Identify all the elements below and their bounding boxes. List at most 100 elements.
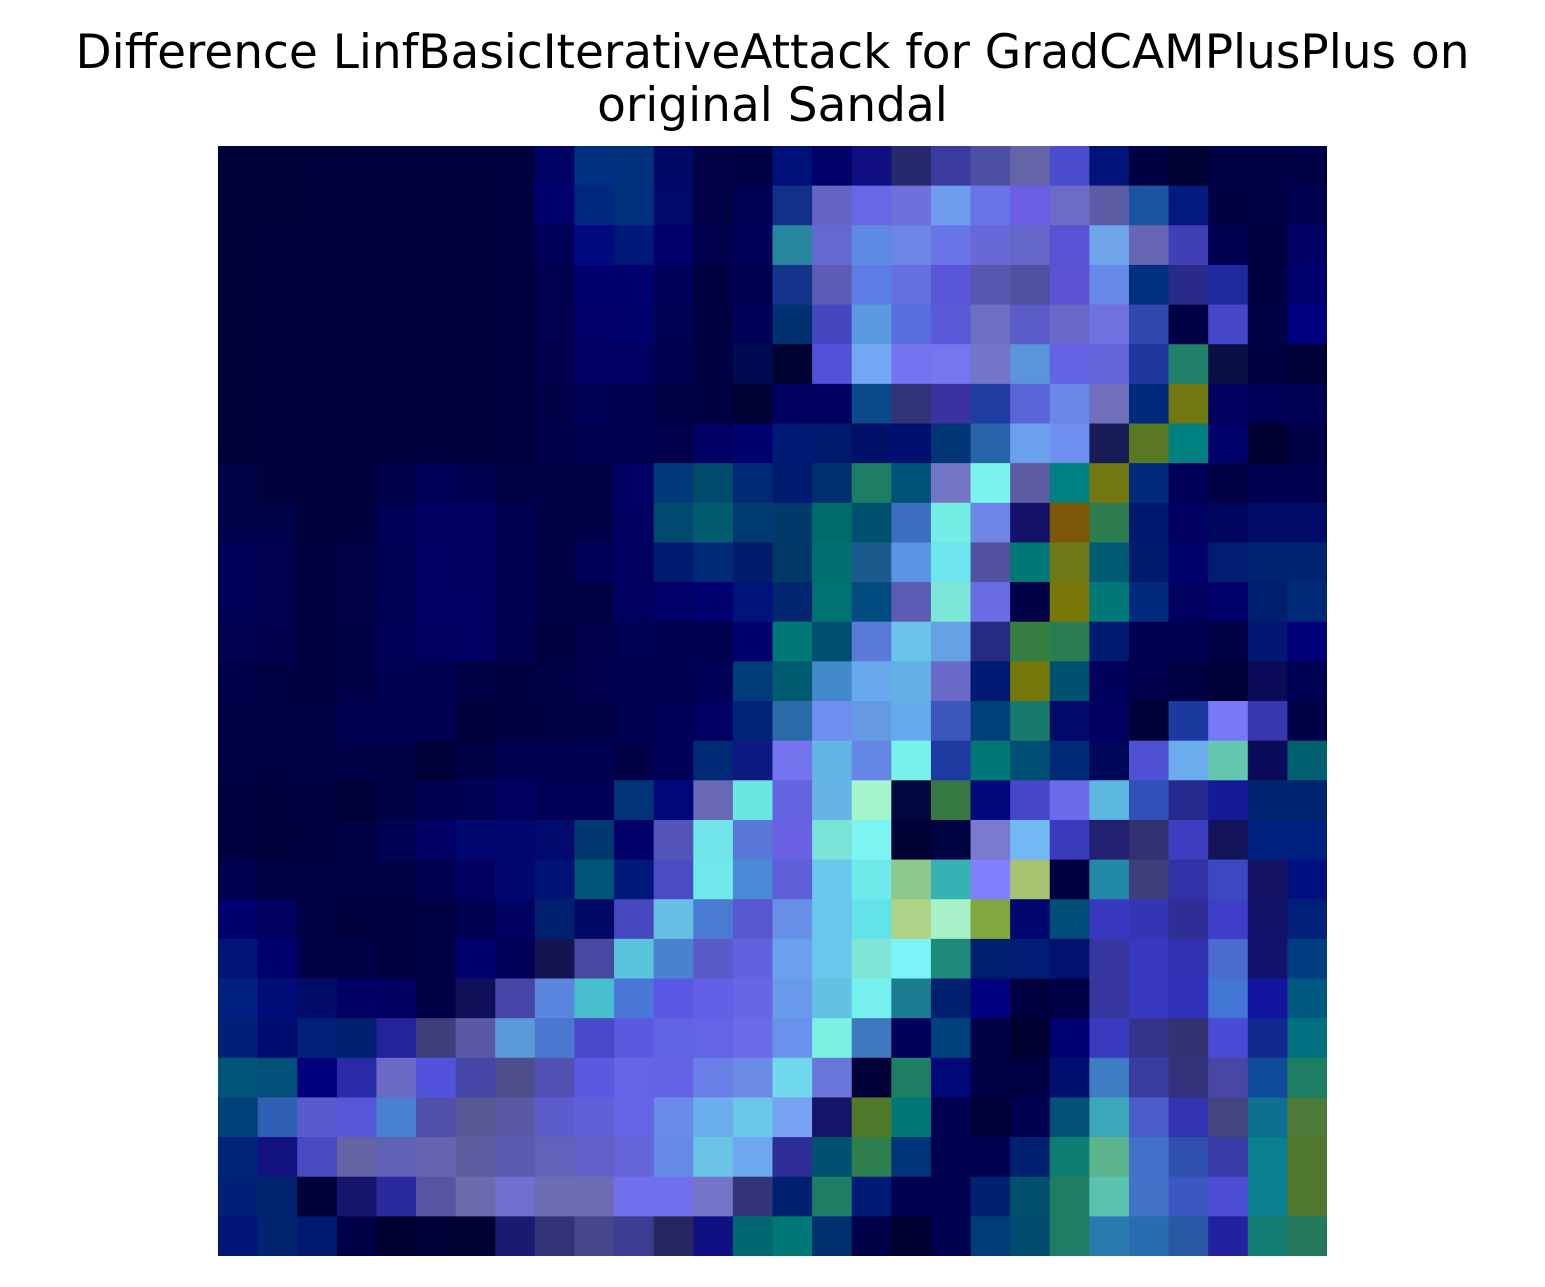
heatmap-pixel — [1089, 502, 1130, 544]
heatmap-pixel — [218, 859, 259, 901]
heatmap-pixel — [495, 899, 536, 940]
heatmap-pixel — [257, 264, 299, 306]
heatmap-pixel — [257, 383, 299, 425]
heatmap-pixel — [534, 1216, 576, 1256]
heatmap-pixel — [614, 344, 655, 385]
heatmap-pixel — [257, 978, 299, 1019]
heatmap-pixel — [851, 978, 893, 1019]
heatmap-pixel — [1208, 146, 1249, 187]
heatmap-pixel — [455, 542, 497, 583]
heatmap-pixel — [1208, 819, 1249, 861]
heatmap-pixel — [812, 225, 853, 266]
heatmap-pixel — [891, 582, 932, 623]
heatmap-pixel — [1049, 1216, 1091, 1256]
heatmap-pixel — [891, 1097, 932, 1138]
heatmap-pixel — [1208, 899, 1249, 940]
heatmap-pixel — [416, 383, 457, 425]
heatmap-pixel — [812, 701, 853, 742]
heatmap-pixel — [1128, 899, 1170, 940]
heatmap-pixel — [1247, 264, 1289, 306]
heatmap-pixel — [653, 661, 695, 702]
heatmap-pixel — [1168, 582, 1209, 623]
heatmap-pixel — [416, 185, 457, 227]
heatmap-pixel — [1049, 344, 1091, 385]
heatmap-pixel — [455, 780, 497, 821]
heatmap-pixel — [574, 1018, 615, 1059]
heatmap-pixel — [218, 1216, 259, 1256]
heatmap-pixel — [772, 502, 813, 544]
heatmap-pixel — [812, 463, 853, 504]
heatmap-pixel — [1089, 1097, 1130, 1138]
heatmap-pixel — [1287, 1137, 1327, 1178]
heatmap-pixel — [693, 661, 734, 702]
heatmap-pixel — [614, 1137, 655, 1178]
heatmap-pixel — [336, 819, 378, 861]
heatmap-pixel — [1287, 344, 1327, 385]
heatmap-pixel — [336, 1137, 378, 1178]
heatmap-pixel — [1128, 978, 1170, 1019]
heatmap-pixel — [930, 819, 972, 861]
heatmap-pixel — [495, 383, 536, 425]
heatmap-pixel — [1247, 344, 1289, 385]
heatmap-pixel — [1168, 899, 1209, 940]
heatmap-pixel — [455, 423, 497, 464]
heatmap-pixel — [1247, 463, 1289, 504]
heatmap-pixel — [732, 264, 774, 306]
heatmap-pixel — [653, 463, 695, 504]
heatmap-pixel — [455, 1176, 497, 1218]
heatmap-pixel — [1208, 740, 1249, 782]
heatmap-pixel — [693, 1176, 734, 1218]
heatmap-pixel — [930, 264, 972, 306]
heatmap-pixel — [891, 819, 932, 861]
heatmap-pixel — [1287, 1018, 1327, 1059]
heatmap-pixel — [297, 463, 338, 504]
heatmap-pixel — [1247, 621, 1289, 663]
heatmap-pixel — [1287, 185, 1327, 227]
heatmap-pixel — [416, 463, 457, 504]
heatmap-pixel — [1287, 264, 1327, 306]
heatmap-pixel — [574, 938, 615, 980]
heatmap-pixel — [218, 938, 259, 980]
heatmap-pixel — [1089, 740, 1130, 782]
heatmap-pixel — [1247, 1216, 1289, 1256]
heatmap-pixel — [851, 225, 893, 266]
heatmap-pixel — [851, 701, 893, 742]
heatmap-pixel — [693, 383, 734, 425]
heatmap-pixel — [1049, 661, 1091, 702]
heatmap-pixel — [574, 899, 615, 940]
heatmap-pixel — [534, 185, 576, 227]
heatmap-pixel — [653, 859, 695, 901]
heatmap-pixel — [376, 1018, 417, 1059]
heatmap-pixel — [257, 938, 299, 980]
heatmap-pixel — [1010, 1018, 1051, 1059]
heatmap-pixel — [851, 423, 893, 464]
heatmap-pixel — [930, 463, 972, 504]
heatmap-pixel — [930, 146, 972, 187]
heatmap-pixel — [732, 423, 774, 464]
heatmap-pixel — [930, 185, 972, 227]
heatmap-pixel — [970, 185, 1011, 227]
heatmap-pixel — [772, 859, 813, 901]
heatmap-pixel — [297, 978, 338, 1019]
heatmap-pixel — [574, 978, 615, 1019]
heatmap-pixel — [1010, 859, 1051, 901]
heatmap-pixel — [970, 502, 1011, 544]
heatmap-pixel — [614, 819, 655, 861]
heatmap-pixel — [772, 819, 813, 861]
heatmap-pixel — [1247, 1018, 1289, 1059]
heatmap-pixel — [455, 502, 497, 544]
heatmap-pixel — [1128, 1216, 1170, 1256]
heatmap-pixel — [970, 1057, 1011, 1099]
heatmap-pixel — [376, 1216, 417, 1256]
heatmap-pixel — [1287, 661, 1327, 702]
heatmap-pixel — [732, 740, 774, 782]
heatmap-pixel — [1049, 859, 1091, 901]
heatmap-pixel — [653, 740, 695, 782]
heatmap-pixel — [574, 582, 615, 623]
heatmap-pixel — [970, 264, 1011, 306]
heatmap-pixel — [336, 780, 378, 821]
heatmap-pixel — [218, 463, 259, 504]
heatmap-pixel — [930, 1137, 972, 1178]
heatmap-pixel — [1010, 661, 1051, 702]
